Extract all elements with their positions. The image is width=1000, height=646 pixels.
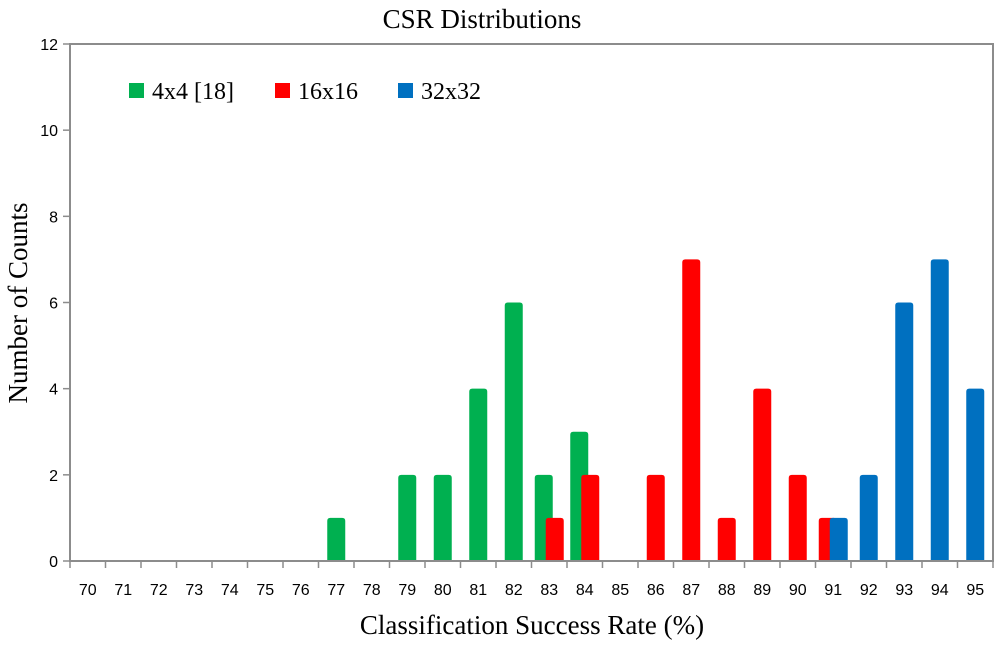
bar-16x16-86 [646, 474, 665, 561]
legend-item-0: 4x4 [18] [129, 79, 234, 105]
x-tick-label-91: 91 [824, 582, 842, 599]
legend-item-2: 32x32 [398, 79, 481, 105]
x-tick-label-88: 88 [718, 582, 736, 599]
x-tick-label-75: 75 [256, 582, 274, 599]
x-tick-label-89: 89 [753, 582, 771, 599]
bar-32x32-94 [930, 259, 949, 561]
x-tick-label-87: 87 [682, 582, 700, 599]
bar-16x16-88 [717, 517, 736, 561]
x-tick-label-93: 93 [895, 582, 913, 599]
x-tick-label-79: 79 [398, 582, 416, 599]
x-tick-label-73: 73 [185, 582, 203, 599]
x-tick-label-86: 86 [647, 582, 665, 599]
y-tick-label-2: 2 [49, 468, 58, 485]
bar-32x32-91 [829, 517, 848, 561]
bar-32x32-93 [895, 302, 914, 561]
bar-16x16-90 [788, 474, 807, 561]
bar-4x4-18-80 [433, 474, 452, 561]
y-tick-label-4: 4 [49, 382, 58, 399]
x-tick-label-72: 72 [150, 582, 168, 599]
y-tick-label-8: 8 [49, 209, 58, 226]
legend-swatch [398, 83, 413, 98]
plot-area [69, 43, 994, 562]
x-tick-label-83: 83 [540, 582, 558, 599]
legend-swatch [275, 83, 290, 98]
x-tick-label-77: 77 [327, 582, 345, 599]
legend-swatch [129, 83, 144, 98]
bar-4x4-18-82 [504, 302, 523, 561]
x-tick-label-76: 76 [292, 582, 310, 599]
bar-4x4-18-81 [469, 388, 488, 561]
bar-16x16-84 [581, 474, 600, 561]
x-tick-label-80: 80 [434, 582, 452, 599]
bars-layer [327, 259, 985, 561]
y-tick-label-10: 10 [40, 123, 58, 140]
x-tick-label-90: 90 [789, 582, 807, 599]
plot-frame [69, 43, 994, 562]
bar-32x32-95 [966, 388, 985, 561]
legend: 4x4 [18] 16x16 32x32 [129, 79, 481, 105]
x-tick-label-95: 95 [966, 582, 984, 599]
x-tick-label-74: 74 [221, 582, 239, 599]
axes-layer: 70 71 72 73 74 75 76 77 78 79 80 81 82 83 84 85 86 87 88 89… [40, 37, 994, 599]
bar-32x32-92 [859, 474, 878, 561]
bar-16x16-89 [753, 388, 772, 561]
x-tick-label-92: 92 [860, 582, 878, 599]
bar-16x16-87 [682, 259, 701, 561]
y-tick-label-12: 12 [40, 37, 58, 54]
x-tick-label-82: 82 [505, 582, 523, 599]
x-tick-label-78: 78 [363, 582, 381, 599]
y-tick-label-6: 6 [49, 296, 58, 313]
y-tick-label-0: 0 [49, 554, 58, 571]
legend-label: 4x4 [18] [152, 79, 234, 105]
x-tick-label-84: 84 [576, 582, 594, 599]
legend-label: 16x16 [298, 79, 358, 105]
bar-4x4-18-77 [327, 517, 346, 561]
y-axis-label: Number of Counts [3, 203, 33, 404]
x-tick-label-71: 71 [114, 582, 132, 599]
legend-label: 32x32 [421, 79, 481, 105]
bar-16x16-83 [545, 517, 564, 561]
x-tick-label-81: 81 [469, 582, 487, 599]
x-tick-label-85: 85 [611, 582, 629, 599]
x-axis-label: Classification Success Rate (%) [360, 610, 704, 640]
chart-title: CSR Distributions [383, 4, 582, 34]
x-tick-label-70: 70 [79, 582, 97, 599]
x-tick-label-94: 94 [931, 582, 949, 599]
bar-4x4-18-79 [398, 474, 417, 561]
legend-item-1: 16x16 [275, 79, 358, 105]
